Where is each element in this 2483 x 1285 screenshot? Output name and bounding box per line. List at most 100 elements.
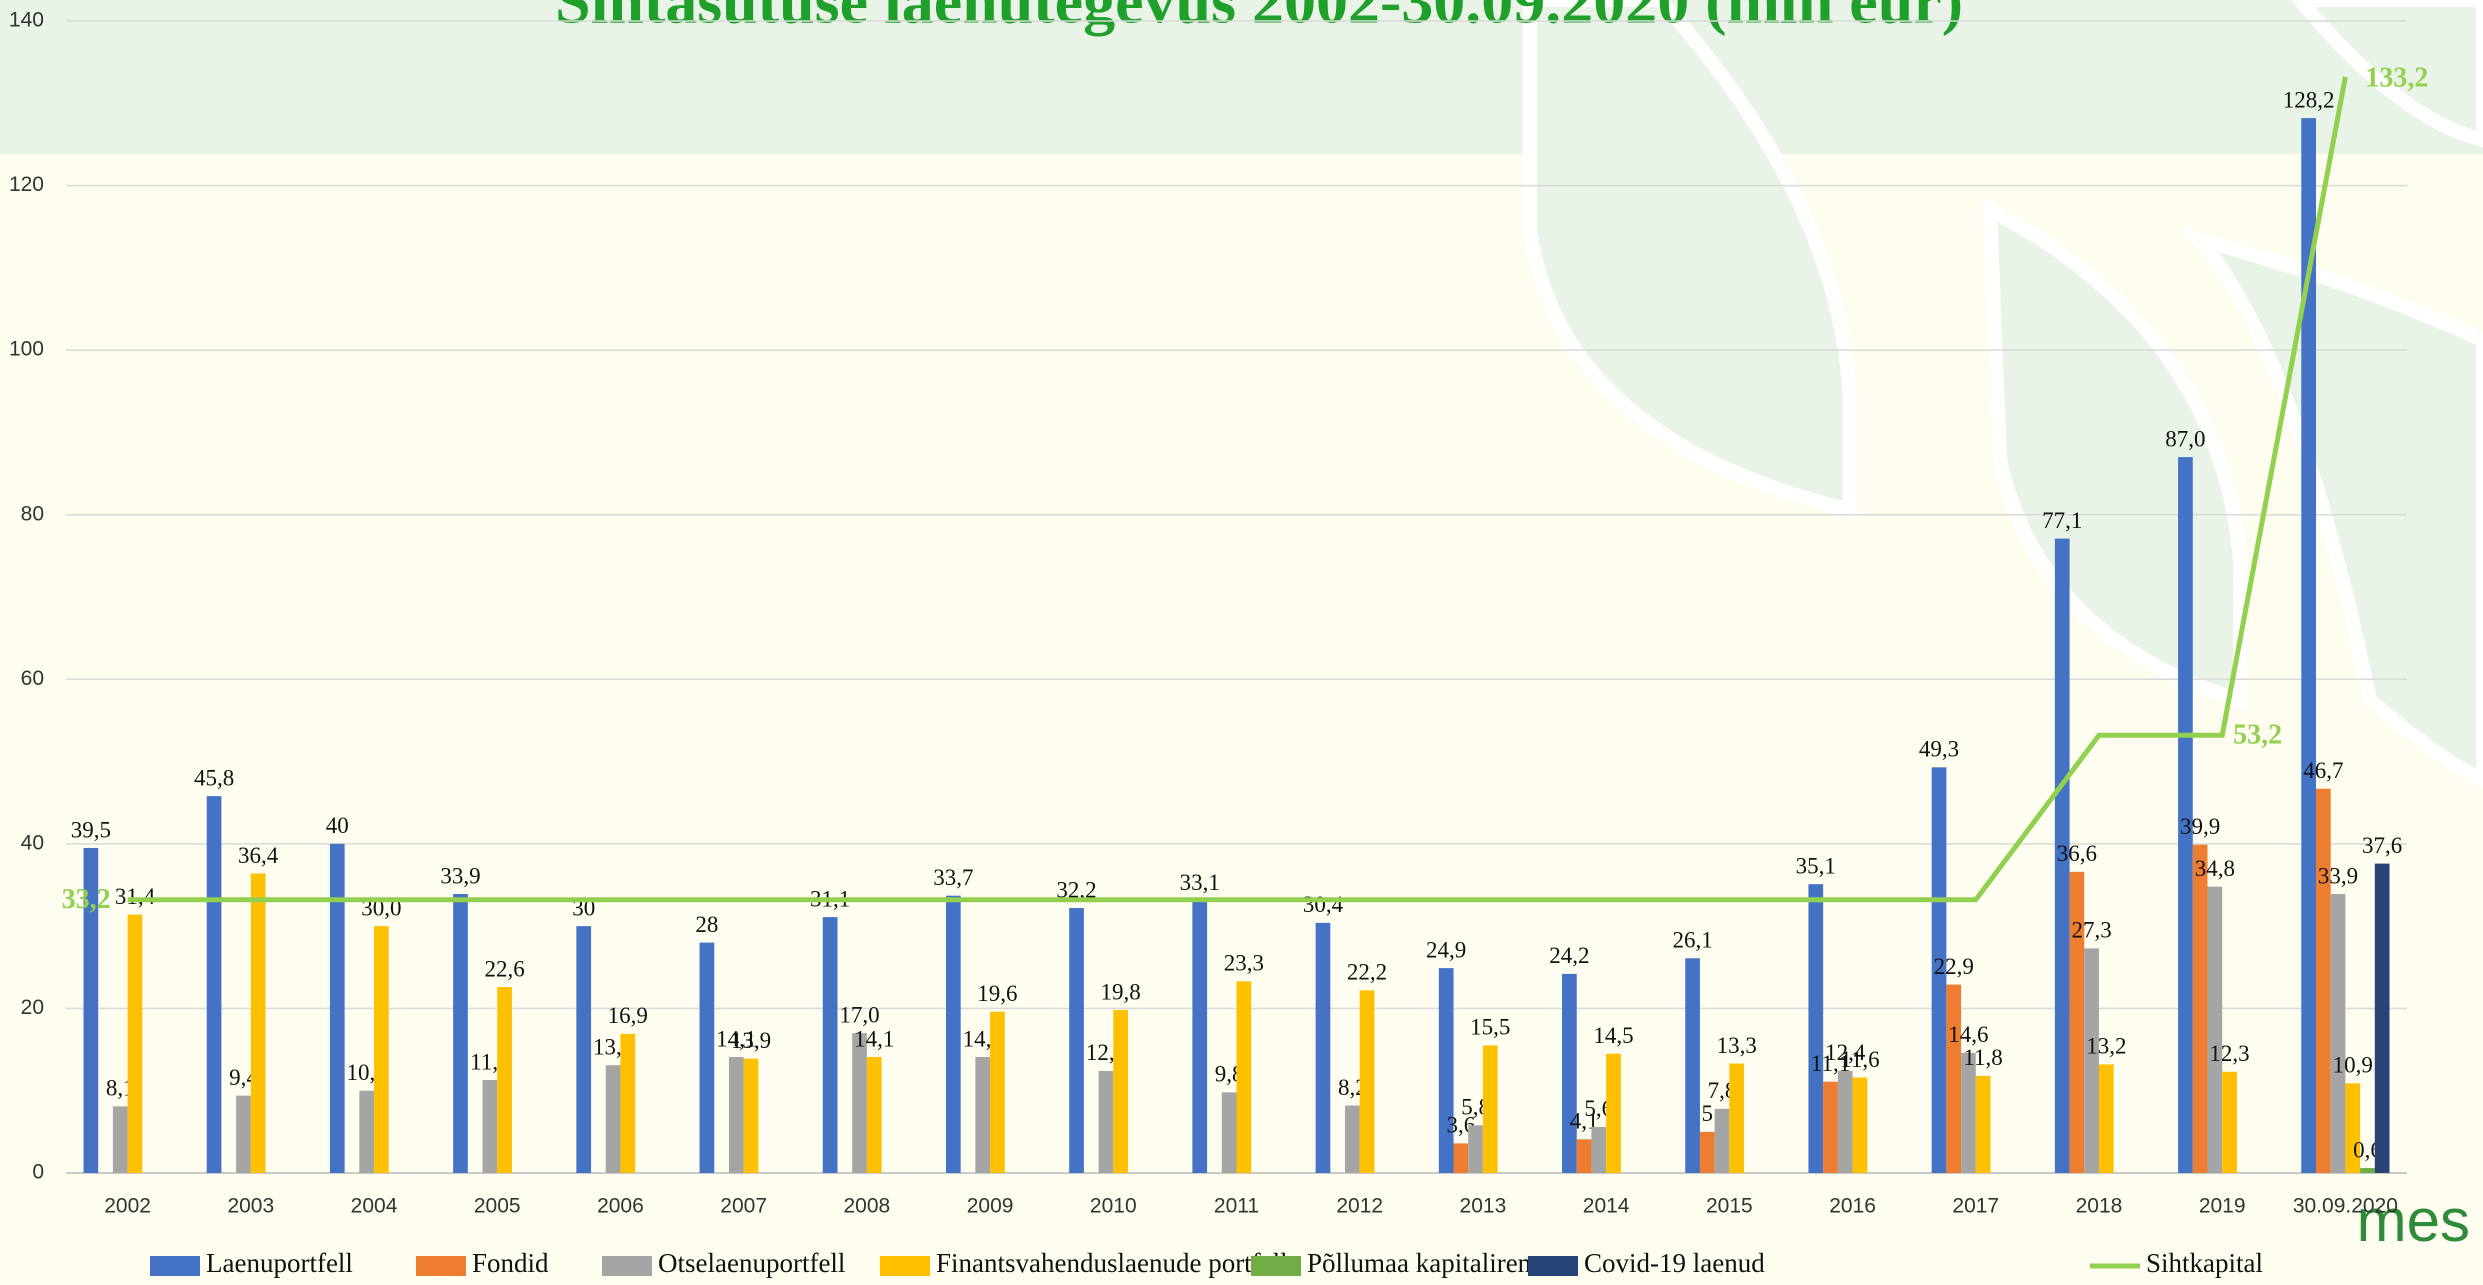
bar <box>852 1033 867 1173</box>
data-label: 37,6 <box>2362 833 2402 858</box>
legend-marker <box>416 1256 466 1276</box>
x-tick-label: 2012 <box>1336 1195 1383 1218</box>
data-label: 36,6 <box>2057 841 2097 866</box>
bar <box>329 843 345 1173</box>
data-label: 33,1 <box>1180 870 1220 895</box>
x-tick-label: 2008 <box>844 1195 891 1218</box>
bar <box>1606 1053 1621 1173</box>
data-label: 49,3 <box>1919 737 1959 762</box>
bar <box>1714 1108 1730 1173</box>
bar <box>359 1090 375 1173</box>
data-label: 13,9 <box>731 1028 771 1053</box>
legend-label: Sihtkapital <box>2146 1248 2263 1278</box>
data-label: 39,5 <box>71 817 111 842</box>
bar <box>2098 1064 2114 1173</box>
legend-label: Covid-19 laenud <box>1584 1248 1765 1278</box>
line-label: 33,2 <box>62 884 111 915</box>
data-label: 31,4 <box>115 884 156 909</box>
data-label: 11,8 <box>1963 1045 2002 1070</box>
x-tick-label: 2002 <box>104 1195 151 1218</box>
bar <box>1823 1081 1838 1173</box>
x-tick-label: 2016 <box>1829 1195 1876 1218</box>
data-label: 22,9 <box>1934 954 1974 979</box>
bar <box>1192 900 1208 1173</box>
data-label: 19,8 <box>1101 979 1141 1004</box>
bar <box>2301 118 2316 1173</box>
bar <box>1113 1010 1128 1173</box>
x-tick-label: 2004 <box>351 1195 398 1218</box>
legend-marker <box>150 1256 200 1276</box>
legend-label: Finantsvahenduslaenude portfell <box>936 1248 1288 1278</box>
x-tick-label: 2006 <box>597 1195 644 1218</box>
data-label: 14,6 <box>1948 1022 1988 1047</box>
bar <box>2192 844 2208 1173</box>
data-label: 35,1 <box>1796 853 1836 878</box>
bar <box>1315 922 1331 1173</box>
legend-marker <box>602 1256 652 1276</box>
y-tick-label: 20 <box>21 996 44 1019</box>
bar <box>1236 981 1252 1173</box>
bar <box>2207 886 2223 1173</box>
data-label: 12,4 <box>1825 1040 1866 1065</box>
data-label: 24,2 <box>1549 943 1589 968</box>
bar <box>1438 968 1454 1173</box>
bar <box>482 1080 498 1173</box>
x-tick-label: 2009 <box>967 1195 1014 1218</box>
bar <box>1359 990 1375 1173</box>
data-label: 27,3 <box>2071 918 2111 943</box>
header-band <box>0 0 2483 154</box>
y-tick-label: 100 <box>9 338 44 361</box>
data-label: 87,0 <box>2165 426 2205 451</box>
y-tick-label: 80 <box>21 502 44 525</box>
bar <box>1468 1125 1483 1173</box>
data-label: 14,1 <box>854 1026 894 1051</box>
data-label: 22,6 <box>484 956 524 981</box>
bar <box>112 1106 128 1173</box>
bar <box>1453 1143 1469 1173</box>
data-label: 46,7 <box>2303 758 2343 783</box>
x-tick-label: 2019 <box>2199 1195 2246 1218</box>
bar <box>605 1065 621 1173</box>
y-tick-label: 140 <box>9 9 44 32</box>
bar <box>822 917 838 1173</box>
bar <box>1069 908 1084 1173</box>
x-tick-label: 2005 <box>474 1195 521 1218</box>
bar <box>743 1058 759 1173</box>
x-tick-label: 2013 <box>1460 1195 1507 1218</box>
data-label: 33,9 <box>2318 863 2358 888</box>
data-label: 24,9 <box>1426 937 1466 962</box>
data-label: 34,8 <box>2195 856 2235 881</box>
x-tick-label: 30.09.2020 <box>2293 1195 2398 1218</box>
x-tick-label: 2010 <box>1090 1195 1137 1218</box>
bar <box>990 1011 1005 1173</box>
data-label: 11,6 <box>1840 1047 1879 1072</box>
line-label: 133,2 <box>2365 62 2428 93</box>
bar <box>83 847 99 1173</box>
bar <box>2069 871 2085 1173</box>
data-label: 40 <box>326 813 349 838</box>
x-tick-label: 2011 <box>1214 1195 1259 1218</box>
bar <box>497 987 512 1173</box>
bar <box>1699 1131 1715 1173</box>
bar <box>2345 1083 2361 1173</box>
bar <box>1946 984 1962 1173</box>
bar <box>1852 1077 1868 1173</box>
bar <box>945 895 961 1173</box>
bar <box>699 942 715 1173</box>
bar <box>620 1033 636 1173</box>
bar <box>1975 1075 1991 1173</box>
bar <box>2222 1071 2237 1173</box>
y-tick-label: 60 <box>21 667 44 690</box>
data-label: 33,9 <box>440 863 480 888</box>
bar <box>728 1056 744 1173</box>
bar <box>1591 1126 1607 1173</box>
x-tick-label: 2018 <box>2076 1195 2123 1218</box>
bar <box>1576 1139 1592 1173</box>
data-label: 28 <box>695 912 718 937</box>
bar <box>2084 948 2099 1173</box>
bar <box>1837 1070 1853 1173</box>
data-label: 16,9 <box>608 1003 648 1028</box>
bar <box>2315 788 2331 1173</box>
data-label: 39,9 <box>2180 814 2220 839</box>
